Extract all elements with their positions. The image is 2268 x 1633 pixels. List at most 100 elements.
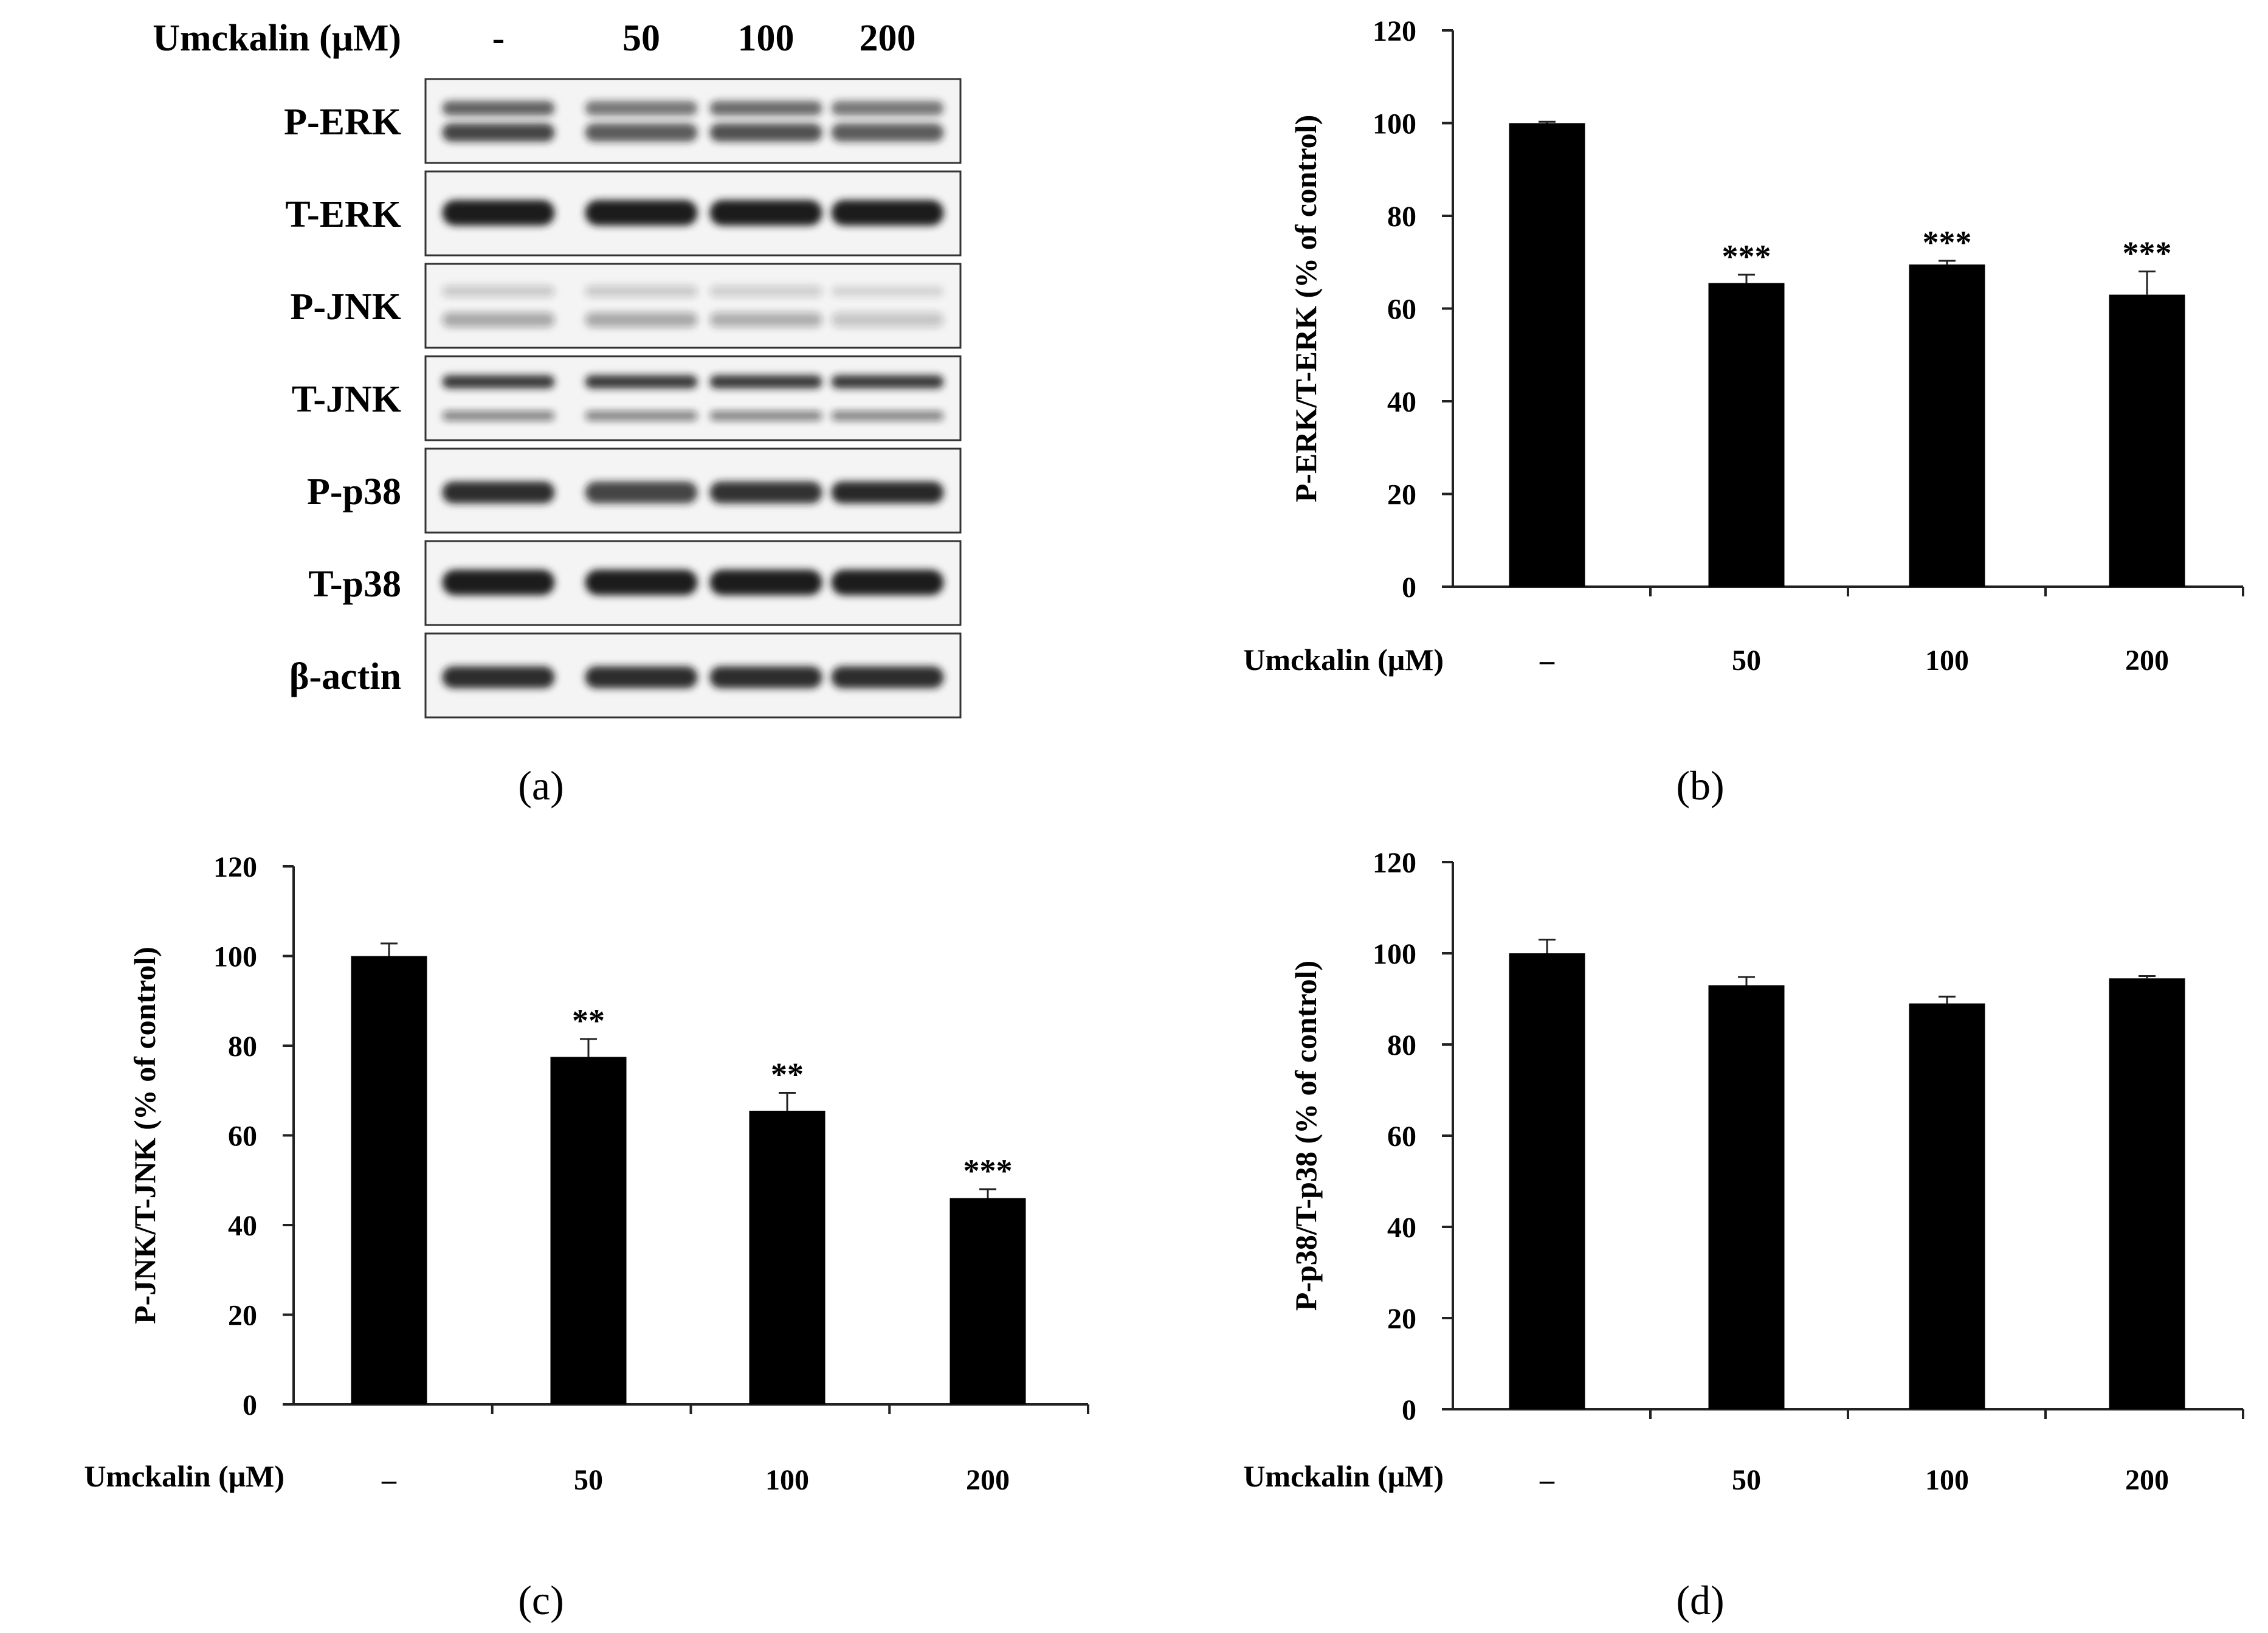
panel-label-b: (b) bbox=[1676, 762, 1724, 809]
x-category-label: 100 bbox=[1925, 1464, 1969, 1496]
y-tick-label: 40 bbox=[228, 1210, 257, 1242]
panel-label-a: (a) bbox=[518, 762, 564, 809]
y-tick-label: 120 bbox=[1373, 847, 1416, 879]
x-axis-title: Umckalin (μM) bbox=[84, 1459, 284, 1493]
blot-band bbox=[831, 411, 944, 421]
blot-band bbox=[442, 411, 555, 421]
bar bbox=[1909, 264, 1985, 587]
bar bbox=[1509, 953, 1585, 1409]
blot-band bbox=[585, 312, 698, 327]
lane-label: 100 bbox=[738, 18, 794, 59]
blot-band bbox=[442, 312, 555, 327]
y-axis-title: P-p38/T-p38 (% of control) bbox=[1289, 961, 1323, 1311]
bar bbox=[1708, 283, 1785, 587]
blot-band bbox=[585, 286, 698, 297]
blot-band bbox=[442, 666, 555, 688]
x-category-label: 200 bbox=[966, 1464, 1010, 1496]
x-category-label: 100 bbox=[1925, 644, 1969, 677]
y-tick-label: 20 bbox=[228, 1300, 257, 1332]
blot-band bbox=[831, 101, 944, 116]
bar bbox=[351, 956, 427, 1404]
blot-band bbox=[585, 411, 698, 421]
blot-band bbox=[585, 375, 698, 388]
chart-p-erk: 0 20 40 60 80 100 120 P-ERK/T-ERK (% of control… bbox=[1243, 15, 2244, 677]
blot-band bbox=[442, 570, 555, 595]
y-tick-label: 0 bbox=[1402, 1394, 1416, 1426]
y-tick-label: 0 bbox=[243, 1389, 257, 1421]
blot-row: P-JNK bbox=[290, 263, 962, 349]
lane-label: 50 bbox=[622, 18, 660, 59]
chart-p-jnk: 0 20 40 60 80 100 120 P-JNK/T-JNK (% of control… bbox=[84, 851, 1089, 1496]
blot-band bbox=[831, 200, 944, 226]
x-category-label: 50 bbox=[574, 1464, 603, 1496]
bar bbox=[1909, 1003, 1985, 1409]
y-tick-label: 100 bbox=[1373, 108, 1416, 140]
blot-band bbox=[709, 570, 822, 595]
blot-band bbox=[831, 570, 944, 595]
x-category-label: 200 bbox=[2125, 1464, 2169, 1496]
blot-row-label: T-ERK bbox=[285, 194, 401, 235]
x-category-label: – bbox=[381, 1464, 397, 1496]
blot-band bbox=[709, 666, 822, 688]
y-tick-label: 20 bbox=[1387, 1303, 1416, 1335]
y-tick-label: 60 bbox=[228, 1120, 257, 1153]
blot-band bbox=[831, 482, 944, 503]
x-axis-title: Umckalin (μM) bbox=[1243, 643, 1444, 677]
y-tick-label: 40 bbox=[1387, 1212, 1416, 1244]
significance-label: *** bbox=[1923, 224, 1972, 261]
blot-band bbox=[709, 286, 822, 297]
y-tick-label: 100 bbox=[1373, 938, 1416, 970]
blot-band bbox=[442, 200, 555, 226]
y-tick-label: 100 bbox=[213, 941, 257, 973]
western-blot-panel: Umckalin (μM) - 50 100 200 P-ERK T-ERK P-JNK T… bbox=[153, 18, 962, 719]
blot-band bbox=[585, 123, 698, 142]
y-tick-label: 120 bbox=[213, 851, 257, 883]
blot-row: P-ERK bbox=[284, 78, 962, 164]
blot-band bbox=[585, 666, 698, 688]
significance-label: *** bbox=[963, 1153, 1013, 1189]
x-axis-title: Umckalin (μM) bbox=[1243, 1459, 1444, 1493]
y-axis-title: P-ERK/T-ERK (% of control) bbox=[1289, 115, 1323, 502]
panel-label-c: (c) bbox=[518, 1577, 564, 1623]
blot-frame bbox=[424, 355, 962, 441]
y-tick-label: 60 bbox=[1387, 1120, 1416, 1153]
y-tick-label: 80 bbox=[1387, 201, 1416, 233]
blot-band bbox=[709, 312, 822, 327]
y-tick-label: 60 bbox=[1387, 294, 1416, 326]
blot-band bbox=[709, 123, 822, 142]
blot-band bbox=[709, 375, 822, 388]
blot-row-label: P-JNK bbox=[290, 286, 401, 328]
bar bbox=[550, 1057, 627, 1404]
significance-label: ** bbox=[771, 1056, 804, 1093]
blot-row-label: T-JNK bbox=[292, 379, 401, 420]
blot-row: T-ERK bbox=[285, 170, 962, 257]
significance-label: ** bbox=[572, 1003, 605, 1039]
y-tick-label: 40 bbox=[1387, 386, 1416, 418]
x-category-label: – bbox=[1539, 644, 1555, 677]
blot-band bbox=[442, 286, 555, 297]
y-tick-label: 80 bbox=[228, 1031, 257, 1063]
panel-label-d: (d) bbox=[1676, 1577, 1724, 1623]
bar bbox=[1509, 123, 1585, 587]
blot-band bbox=[585, 482, 698, 503]
blot-band bbox=[831, 286, 944, 297]
x-category-label: 100 bbox=[765, 1464, 809, 1496]
blot-rows: P-ERK T-ERK P-JNK T-JNK P-p38 T-p38 β-actin bbox=[284, 78, 962, 719]
blot-band bbox=[831, 666, 944, 688]
blot-frame bbox=[424, 78, 962, 164]
blot-row-label: P-ERK bbox=[284, 102, 401, 143]
bar bbox=[2109, 294, 2185, 587]
blot-band bbox=[442, 375, 555, 388]
x-category-label: – bbox=[1539, 1464, 1555, 1496]
blot-band bbox=[442, 123, 555, 142]
blot-row-label: P-p38 bbox=[307, 471, 401, 513]
bar bbox=[2109, 978, 2185, 1409]
bar bbox=[950, 1198, 1026, 1404]
bar bbox=[749, 1110, 826, 1404]
blot-row: T-JNK bbox=[292, 355, 962, 441]
blot-row-label: T-p38 bbox=[308, 564, 401, 605]
blot-band bbox=[442, 101, 555, 116]
lane-label: 200 bbox=[860, 18, 916, 59]
blot-row: β-actin bbox=[289, 632, 962, 719]
